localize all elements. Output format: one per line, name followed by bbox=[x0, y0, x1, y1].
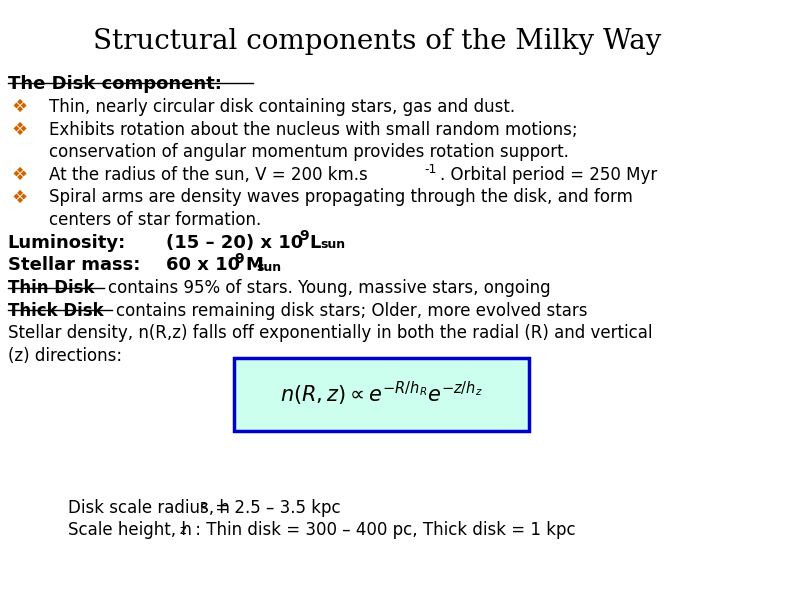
Text: Thin, nearly circular disk containing stars, gas and dust.: Thin, nearly circular disk containing st… bbox=[49, 98, 516, 116]
Text: ❖: ❖ bbox=[11, 98, 28, 116]
Text: sun: sun bbox=[320, 238, 345, 251]
Text: Luminosity:: Luminosity: bbox=[8, 234, 126, 252]
Text: 9: 9 bbox=[299, 229, 309, 243]
Text: Structural components of the Milky Way: Structural components of the Milky Way bbox=[93, 28, 662, 54]
Text: 9: 9 bbox=[234, 252, 244, 266]
Text: ❖: ❖ bbox=[11, 166, 28, 184]
Text: conservation of angular momentum provides rotation support.: conservation of angular momentum provide… bbox=[49, 143, 569, 161]
Text: Stellar density, n(R,z) falls off exponentially in both the radial (R) and verti: Stellar density, n(R,z) falls off expone… bbox=[8, 324, 652, 342]
Text: At the radius of the sun, V = 200 km.s: At the radius of the sun, V = 200 km.s bbox=[49, 166, 367, 184]
Text: Scale height, h: Scale height, h bbox=[68, 521, 192, 539]
Text: sun: sun bbox=[257, 261, 282, 274]
Text: ❖: ❖ bbox=[11, 188, 28, 206]
Text: Exhibits rotation about the nucleus with small random motions;: Exhibits rotation about the nucleus with… bbox=[49, 121, 577, 138]
Text: Thick Disk: Thick Disk bbox=[8, 302, 103, 319]
Text: = 2.5 – 3.5 kpc: = 2.5 – 3.5 kpc bbox=[210, 499, 341, 517]
Text: contains 95% of stars. Young, massive stars, ongoing: contains 95% of stars. Young, massive st… bbox=[108, 279, 550, 297]
Text: z: z bbox=[180, 524, 186, 537]
Text: . Orbital period = 250 Myr: . Orbital period = 250 Myr bbox=[440, 166, 657, 184]
Text: Spiral arms are density waves propagating through the disk, and form: Spiral arms are density waves propagatin… bbox=[49, 188, 633, 206]
Text: (z) directions:: (z) directions: bbox=[8, 347, 122, 365]
Text: The Disk component:: The Disk component: bbox=[8, 75, 222, 92]
Text: (15 – 20) x 10: (15 – 20) x 10 bbox=[166, 234, 303, 252]
Text: Thin Disk: Thin Disk bbox=[8, 279, 94, 297]
Text: R: R bbox=[200, 501, 209, 514]
Text: $n(R,z)\propto e^{-R/h_R}e^{-z/h_z}$: $n(R,z)\propto e^{-R/h_R}e^{-z/h_z}$ bbox=[280, 379, 483, 408]
Text: M: M bbox=[246, 256, 263, 274]
Text: contains remaining disk stars; Older, more evolved stars: contains remaining disk stars; Older, mo… bbox=[116, 302, 587, 319]
Text: Stellar mass:: Stellar mass: bbox=[8, 256, 140, 274]
Text: -1: -1 bbox=[425, 163, 437, 176]
Text: ❖: ❖ bbox=[11, 121, 28, 138]
Text: L: L bbox=[310, 234, 321, 252]
Text: : Thin disk = 300 – 400 pc, Thick disk = 1 kpc: : Thin disk = 300 – 400 pc, Thick disk =… bbox=[190, 521, 576, 539]
FancyBboxPatch shape bbox=[234, 358, 528, 431]
Text: centers of star formation.: centers of star formation. bbox=[49, 211, 261, 229]
Text: Disk scale radius, h: Disk scale radius, h bbox=[68, 499, 230, 517]
Text: 60 x 10: 60 x 10 bbox=[166, 256, 240, 274]
